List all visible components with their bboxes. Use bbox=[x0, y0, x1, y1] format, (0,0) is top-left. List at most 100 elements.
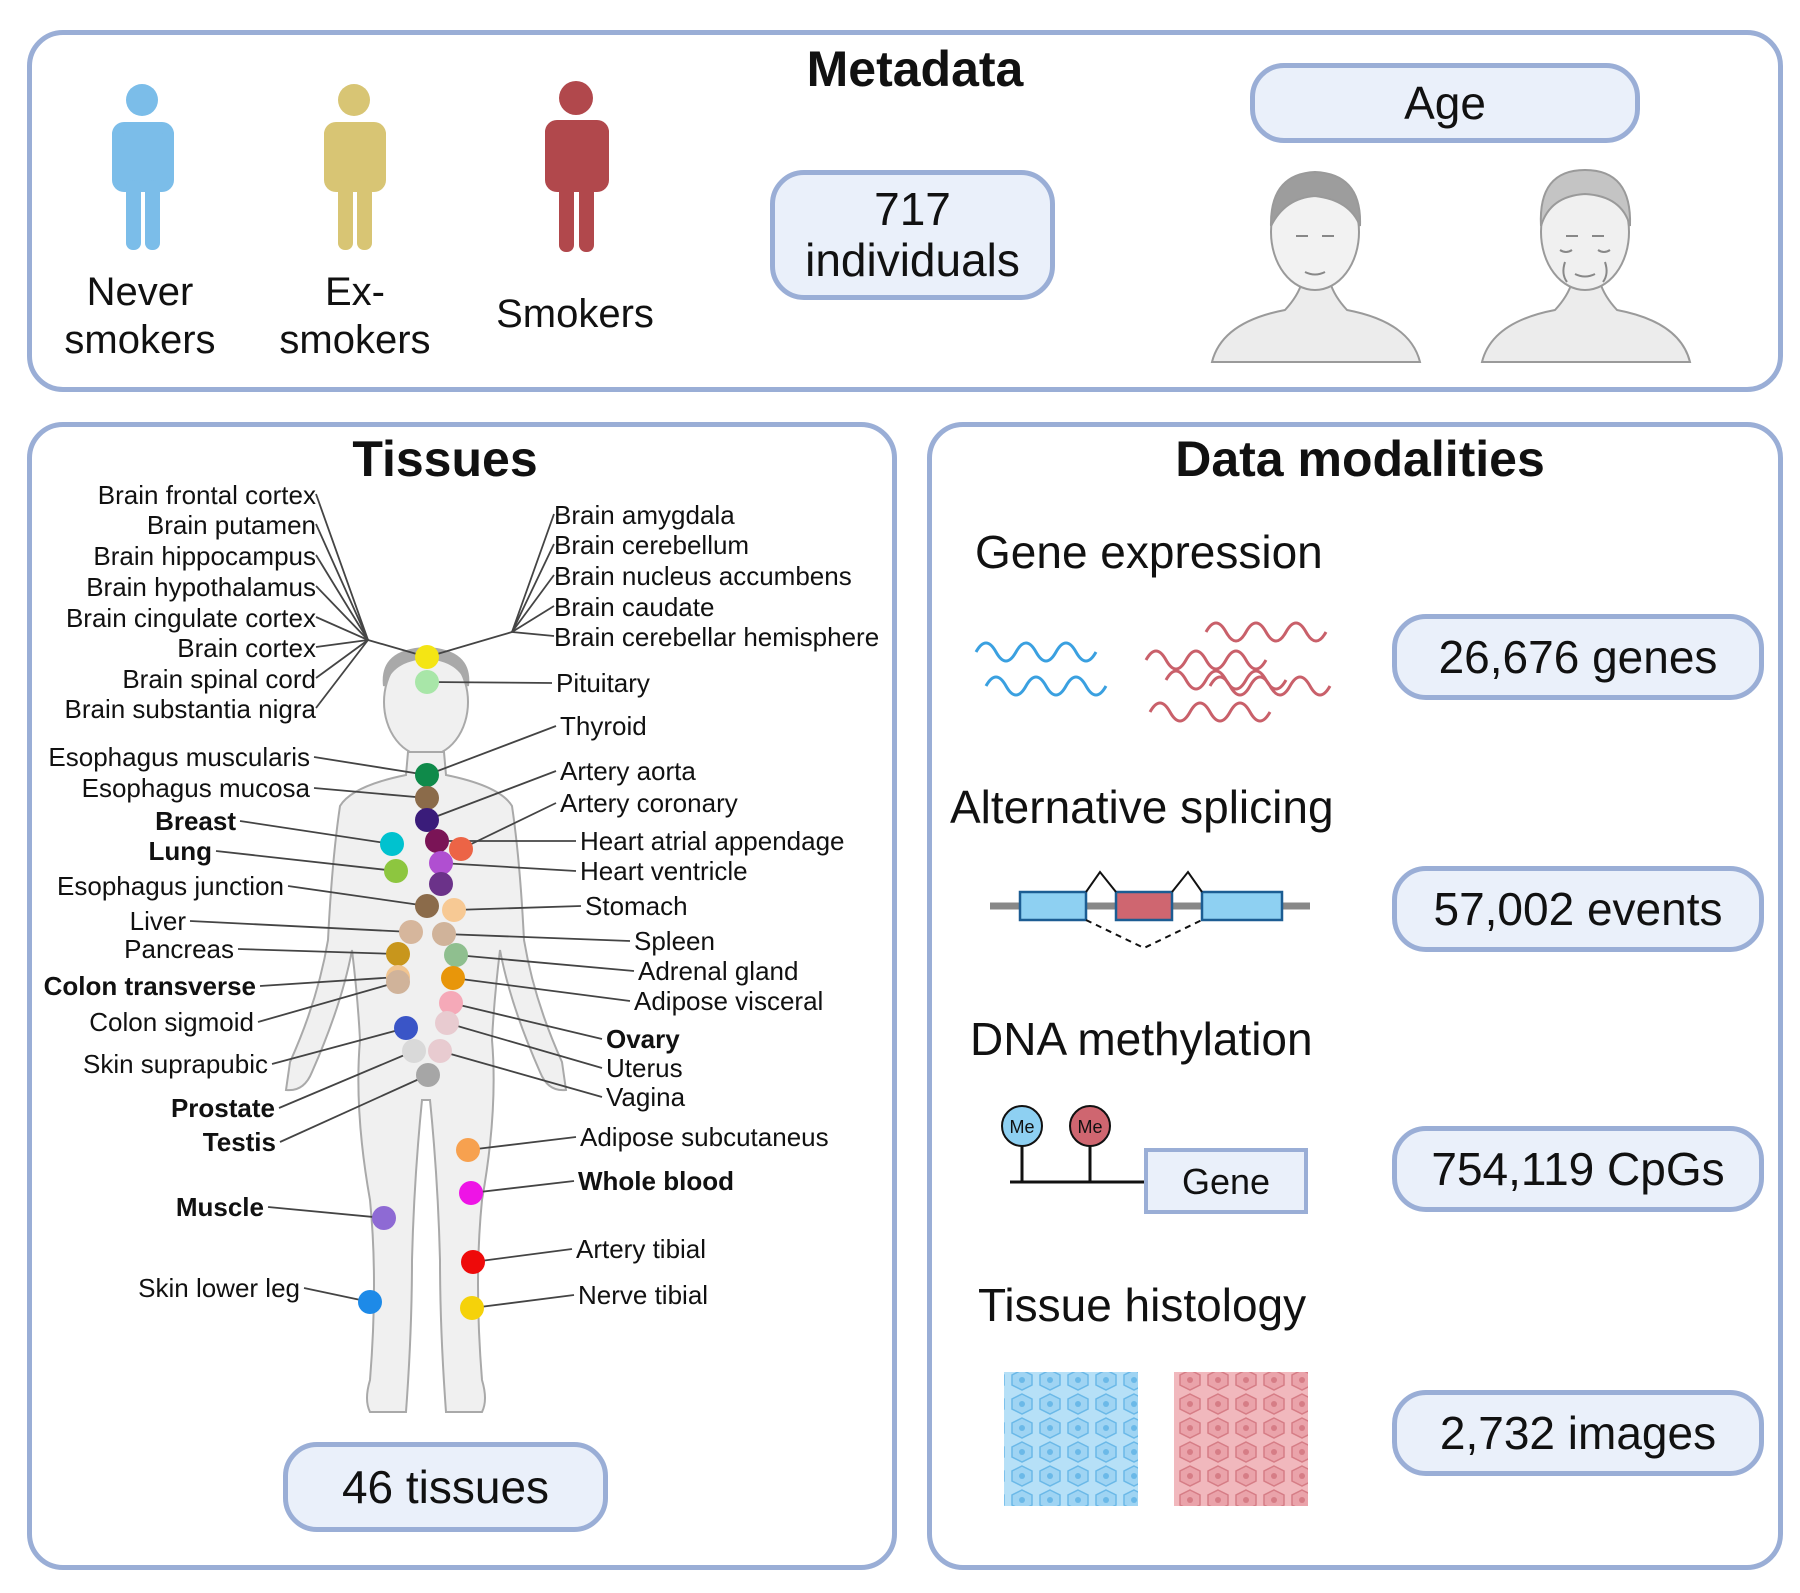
metadata-title: Metadata bbox=[806, 41, 1024, 97]
tissue-dot bbox=[415, 763, 439, 787]
tissue-dot bbox=[456, 1138, 480, 1162]
ex-smokers-line1: Ex- bbox=[325, 270, 385, 314]
tissue-dot bbox=[415, 645, 439, 669]
tissue-label-left: Liver bbox=[130, 906, 187, 936]
tissue-label-left: Brain cortex bbox=[177, 633, 316, 663]
age-pill: Age bbox=[1250, 63, 1640, 143]
tissue-label-left: Brain spinal cord bbox=[122, 664, 316, 694]
tissue-dot bbox=[444, 943, 468, 967]
tissue-label-left: Pancreas bbox=[124, 934, 234, 964]
tissue-label-left: Brain cingulate cortex bbox=[66, 603, 316, 633]
tissue-dot bbox=[386, 942, 410, 966]
tissue-label-left: Brain hypothalamus bbox=[86, 572, 316, 602]
tissue-dot bbox=[429, 872, 453, 896]
tissue-dot bbox=[449, 837, 473, 861]
individuals-word: individuals bbox=[805, 234, 1020, 286]
tissue-dot bbox=[386, 970, 410, 994]
tissue-label-left: Esophagus mucosa bbox=[82, 773, 311, 803]
tissue-dot bbox=[429, 851, 453, 875]
human-body-illustration bbox=[284, 646, 568, 1413]
tissue-dot bbox=[380, 832, 404, 856]
ex-smoker-person-icon bbox=[324, 84, 386, 250]
tissue-label-right: Adrenal gland bbox=[638, 956, 798, 986]
tissue-leader-lines bbox=[189, 493, 635, 1309]
tissue-label-right: Brain cerebellum bbox=[554, 530, 749, 560]
smokers-label: Smokers bbox=[496, 292, 654, 336]
tissue-label-right: Vagina bbox=[606, 1082, 686, 1112]
tissue-label-left: Esophagus junction bbox=[57, 871, 284, 901]
tissue-dot bbox=[425, 829, 449, 853]
tissue-label-right: Heart atrial appendage bbox=[580, 826, 845, 856]
never-smokers-line1: Never bbox=[86, 270, 194, 314]
tissue-label-right: Adipose subcutaneus bbox=[580, 1122, 829, 1152]
tissue-label-left: Brain frontal cortex bbox=[98, 480, 316, 510]
tissue-label-left: Colon sigmoid bbox=[89, 1007, 254, 1037]
tissue-label-left: Prostate bbox=[171, 1093, 275, 1123]
events-count-pill: 57,002 events bbox=[1392, 866, 1764, 952]
tissue-dot bbox=[415, 786, 439, 810]
never-smoker-person-icon bbox=[112, 84, 174, 250]
gene-expression-title: Gene expression bbox=[975, 526, 1323, 578]
dna-methylation-title: DNA methylation bbox=[970, 1013, 1313, 1065]
gene-expression-waves-red-icon bbox=[1144, 621, 1332, 723]
never-smokers-line2: smokers bbox=[64, 318, 216, 362]
tissue-label-right: Brain cerebellar hemisphere bbox=[554, 622, 879, 652]
tissue-dot bbox=[441, 966, 465, 990]
young-face-icon bbox=[1210, 170, 1422, 363]
tissue-label-right: Nerve tibial bbox=[578, 1280, 708, 1310]
modalities-title: Data modalities bbox=[1175, 431, 1545, 487]
tissue-dot bbox=[442, 898, 466, 922]
tissue-dot bbox=[399, 920, 423, 944]
tissue-dot bbox=[394, 1016, 418, 1040]
tissue-label-right: Stomach bbox=[585, 891, 688, 921]
tissue-label-right: Ovary bbox=[606, 1024, 680, 1054]
tissue-dot bbox=[428, 1039, 452, 1063]
tissue-dot bbox=[461, 1250, 485, 1274]
tissue-dot bbox=[384, 859, 408, 883]
tissue-label-right: Whole blood bbox=[578, 1166, 734, 1196]
cpgs-count-pill: 754,119 CpGs bbox=[1392, 1126, 1764, 1212]
tissue-label-right: Artery aorta bbox=[560, 756, 696, 786]
me-label-2: Me bbox=[1077, 1117, 1102, 1137]
tissue-label-right: Adipose visceral bbox=[634, 986, 823, 1016]
tissue-dot bbox=[435, 1011, 459, 1035]
tissue-label-left: Brain putamen bbox=[147, 510, 316, 540]
me-label-1: Me bbox=[1009, 1117, 1034, 1137]
tissue-label-right: Spleen bbox=[634, 926, 715, 956]
tissue-dot bbox=[415, 670, 439, 694]
tissue-dot bbox=[415, 808, 439, 832]
tissue-label-right: Brain amygdala bbox=[554, 500, 735, 530]
tissue-dot bbox=[459, 1181, 483, 1205]
tissue-label-right: Heart ventricle bbox=[580, 856, 748, 886]
tissue-label-right: Uterus bbox=[606, 1053, 683, 1083]
ex-smokers-label: Ex- smokers bbox=[255, 268, 455, 364]
tissue-count-pill: 46 tissues bbox=[283, 1442, 608, 1532]
images-count-pill: 2,732 images bbox=[1392, 1390, 1764, 1476]
tissue-dot bbox=[415, 894, 439, 918]
tissue-label-right: Pituitary bbox=[556, 668, 650, 698]
dna-methylation-icon: Me Me Gene bbox=[1001, 1105, 1308, 1214]
tissue-label-right: Artery coronary bbox=[560, 788, 738, 818]
tissue-dot bbox=[358, 1290, 382, 1314]
individuals-count: 717 bbox=[874, 183, 951, 236]
tissue-dots bbox=[358, 645, 485, 1320]
alternative-splicing-title: Alternative splicing bbox=[950, 781, 1334, 833]
tissue-label-left: Breast bbox=[155, 806, 236, 836]
genes-count-pill: 26,676 genes bbox=[1392, 614, 1764, 700]
tissue-dot bbox=[460, 1296, 484, 1320]
tissue-label-left: Colon transverse bbox=[44, 971, 256, 1001]
tissue-label-right: Thyroid bbox=[560, 711, 647, 741]
tissue-label-right: Brain caudate bbox=[554, 592, 714, 622]
tissue-dot bbox=[402, 1039, 426, 1063]
tissue-label-left: Brain hippocampus bbox=[93, 541, 316, 571]
tissue-label-left: Skin suprapubic bbox=[83, 1049, 268, 1079]
histology-blue-image bbox=[1004, 1372, 1138, 1506]
histology-red-image bbox=[1174, 1372, 1308, 1506]
gene-expression-waves-blue-icon bbox=[974, 641, 1108, 697]
tissue-dot bbox=[432, 922, 456, 946]
tissue-dot bbox=[372, 1206, 396, 1230]
tissue-label-left: Skin lower leg bbox=[138, 1273, 300, 1303]
